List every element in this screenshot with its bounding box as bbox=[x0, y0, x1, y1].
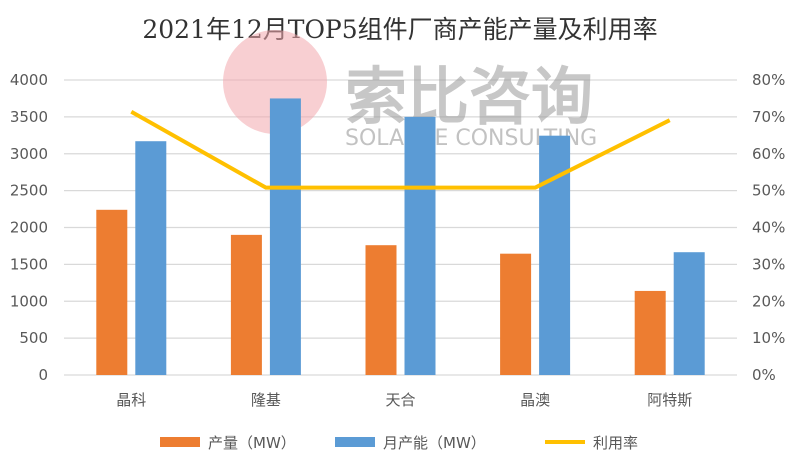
bar-capacity bbox=[135, 141, 167, 375]
y2-tick-label: 0% bbox=[752, 366, 776, 384]
y-tick-label: 500 bbox=[19, 329, 48, 347]
x-tick-label: 晶科 bbox=[116, 391, 146, 409]
y2-tick-label: 30% bbox=[752, 255, 785, 273]
y2-tick-label: 60% bbox=[752, 145, 785, 163]
y-tick-label: 3500 bbox=[10, 108, 48, 126]
watermark-logo bbox=[223, 30, 327, 134]
y-tick-label: 3000 bbox=[10, 145, 48, 163]
bar-output bbox=[365, 245, 397, 375]
legend-swatch bbox=[160, 437, 200, 447]
bar-capacity bbox=[404, 116, 436, 375]
bar-output bbox=[96, 209, 128, 375]
y2-tick-label: 80% bbox=[752, 71, 785, 89]
bar-capacity bbox=[269, 98, 301, 375]
x-tick-label: 晶澳 bbox=[520, 391, 550, 409]
chart-title: 2021年12月TOP5组件厂商产能产量及利用率 bbox=[142, 15, 658, 44]
x-tick-label: 天合 bbox=[385, 391, 415, 409]
legend-label: 产量（MW） bbox=[208, 434, 296, 452]
y-tick-label: 1000 bbox=[10, 292, 48, 310]
y2-tick-label: 70% bbox=[752, 108, 785, 126]
watermark-text: 索比咨询 bbox=[345, 60, 593, 133]
bar-capacity bbox=[539, 135, 571, 375]
legend-swatch bbox=[335, 437, 375, 447]
y-tick-label: 4000 bbox=[10, 71, 48, 89]
legend-label: 利用率 bbox=[593, 434, 638, 452]
bar-output bbox=[634, 290, 666, 375]
bar-output bbox=[500, 253, 532, 375]
y2-tick-label: 50% bbox=[752, 182, 785, 200]
y-tick-label: 0 bbox=[38, 366, 48, 384]
y-tick-label: 2500 bbox=[10, 182, 48, 200]
x-tick-label: 阿特斯 bbox=[647, 391, 692, 409]
bar-capacity bbox=[673, 252, 705, 375]
x-tick-label: 隆基 bbox=[251, 391, 281, 409]
y2-tick-label: 20% bbox=[752, 292, 785, 310]
y2-tick-label: 40% bbox=[752, 219, 785, 237]
y-tick-label: 2000 bbox=[10, 219, 48, 237]
y-tick-label: 1500 bbox=[10, 255, 48, 273]
legend-label: 月产能（MW） bbox=[383, 434, 486, 452]
y2-tick-label: 10% bbox=[752, 329, 785, 347]
bar-output bbox=[230, 234, 262, 375]
